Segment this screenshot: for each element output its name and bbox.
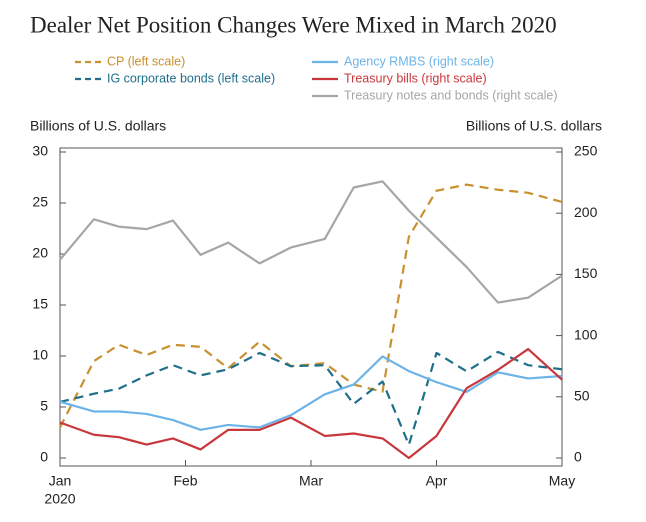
y2-tick-label: 100 xyxy=(574,326,598,342)
x-tick-label: Feb xyxy=(173,473,197,489)
y-tick-label: 30 xyxy=(32,143,48,159)
x-tick-label: Mar xyxy=(299,473,323,489)
x-tick-label: May xyxy=(549,473,575,489)
x-year-label: 2020 xyxy=(44,491,75,507)
series-line xyxy=(59,355,563,431)
legend-label: Treasury bills (right scale) xyxy=(344,71,487,85)
x-tick-label: Apr xyxy=(426,473,448,489)
plot-frame xyxy=(59,147,563,467)
legend-label: IG corporate bonds (left scale) xyxy=(107,71,275,85)
y2-tick-label: 50 xyxy=(574,388,590,404)
y-tick-label: 20 xyxy=(32,245,48,261)
y-tick-label: 25 xyxy=(32,194,48,210)
x-tick-label: Jan xyxy=(49,473,72,489)
legend-label: CP (left scale) xyxy=(107,54,185,68)
series-line xyxy=(59,180,563,304)
series-line xyxy=(59,350,563,446)
chart-title: Dealer Net Position Changes Were Mixed i… xyxy=(30,12,557,37)
y2-tick-label: 250 xyxy=(574,143,598,159)
series-line xyxy=(59,347,563,460)
legend-label: Agency RMBS (right scale) xyxy=(344,54,494,68)
y-axis-label: Billions of U.S. dollars xyxy=(30,118,166,134)
y-tick-label: 5 xyxy=(40,398,48,414)
y-tick-label: 0 xyxy=(40,449,48,465)
y-tick-label: 10 xyxy=(32,347,48,363)
y2-tick-label: 200 xyxy=(574,204,598,220)
y2-tick-label: 0 xyxy=(574,449,582,465)
y-tick-label: 15 xyxy=(32,296,48,312)
series-line xyxy=(59,183,563,428)
legend-label: Treasury notes and bonds (right scale) xyxy=(344,88,558,102)
y2-axis-label: Billions of U.S. dollars xyxy=(466,118,602,134)
y2-tick-label: 150 xyxy=(574,265,598,281)
